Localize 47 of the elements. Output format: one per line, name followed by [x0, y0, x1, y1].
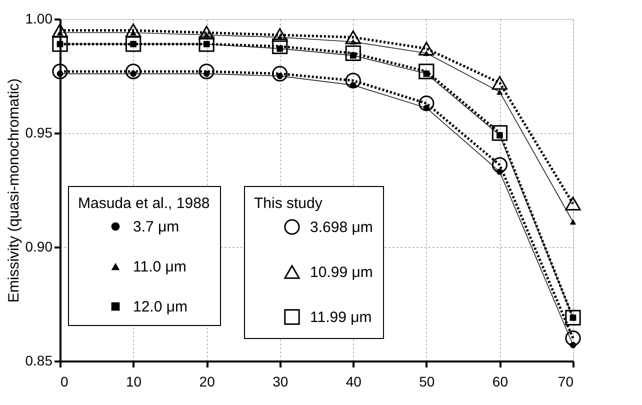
legend-label: 10.99 μm — [310, 264, 373, 281]
y-tick-label: 0.90 — [25, 238, 53, 254]
legend-label: 3.698 μm — [310, 219, 373, 236]
x-tick-label: 30 — [272, 374, 288, 390]
point — [570, 219, 576, 225]
x-tick-label: 40 — [346, 374, 362, 390]
point — [52, 24, 68, 38]
point — [52, 36, 68, 52]
point — [345, 45, 361, 62]
point — [272, 66, 288, 82]
point — [565, 196, 581, 211]
point — [198, 26, 214, 40]
point — [272, 38, 288, 54]
point — [125, 36, 142, 52]
point — [345, 72, 361, 88]
y-tick-label: 1.00 — [25, 10, 53, 26]
y-tick-label: 0.95 — [25, 124, 53, 140]
point — [198, 36, 214, 52]
point — [492, 76, 508, 90]
point — [418, 64, 434, 80]
y-axis-title: Emissivity (quasi-monochromatic) — [5, 78, 22, 303]
point — [125, 24, 142, 38]
x-tick-label: 50 — [419, 374, 435, 390]
point — [198, 64, 214, 80]
point — [125, 64, 142, 80]
point — [492, 125, 508, 141]
annotation: This study — [254, 195, 323, 212]
point — [565, 310, 581, 326]
legend-label: 11.99 μm — [310, 309, 372, 326]
x-tick-label: 0 — [60, 374, 68, 390]
x-tick-label: 70 — [558, 374, 574, 390]
legend-label: 11.0 μm — [133, 258, 186, 276]
x-tick-label: 10 — [126, 374, 142, 390]
x-tick-label: 60 — [492, 374, 508, 390]
legend-label: 12.0 μm — [133, 298, 188, 316]
point — [345, 30, 361, 44]
point — [418, 96, 434, 112]
point — [418, 42, 434, 56]
point — [52, 64, 68, 80]
x-tick-label: 20 — [199, 374, 216, 390]
legend-label: 3.7 μm — [133, 218, 180, 236]
point — [565, 330, 581, 346]
point — [272, 28, 288, 42]
y-tick-label: 0.85 — [25, 352, 53, 368]
point — [496, 89, 503, 95]
annotation: Masuda et al., 1988 — [78, 195, 210, 212]
point — [492, 157, 508, 173]
